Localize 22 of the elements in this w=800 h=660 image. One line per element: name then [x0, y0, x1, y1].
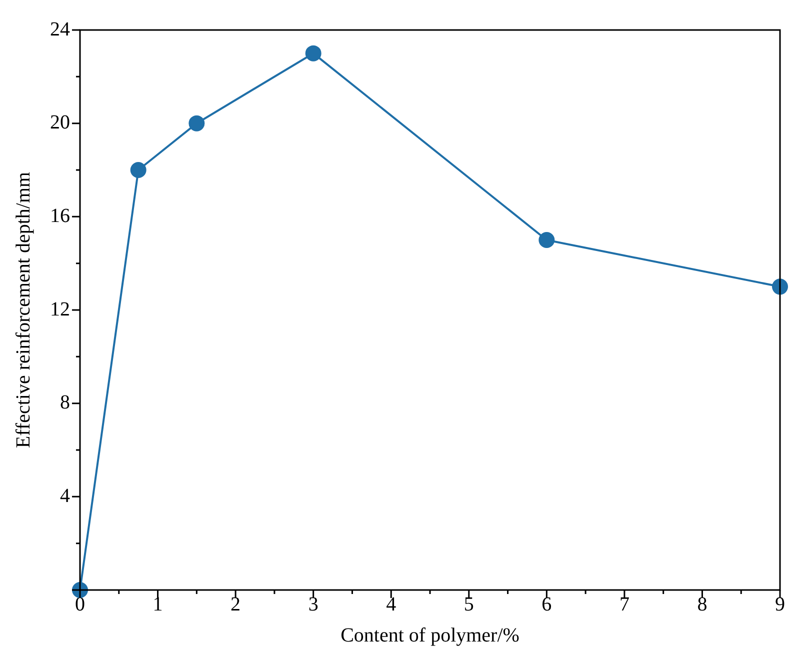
- x-tick-label: 9: [775, 593, 785, 616]
- x-axis-title: Content of polymer/%: [340, 624, 520, 646]
- point: [130, 162, 146, 178]
- x-tick-label: 8: [697, 593, 708, 616]
- y-axis-title: Effective reinforcement depth/mm: [12, 171, 34, 448]
- y-tick-label: 12: [50, 298, 70, 320]
- point: [305, 45, 322, 62]
- x-tick-label: 5: [464, 593, 474, 616]
- x-tick-label: 3: [308, 593, 318, 616]
- y-tick-label: 4: [60, 484, 70, 507]
- x-tick-label: 2: [230, 593, 241, 616]
- y-tick-label: 16: [50, 204, 70, 227]
- x-tick-label: 0: [75, 593, 85, 616]
- point: [188, 115, 205, 132]
- x-tick-label: 4: [386, 593, 396, 616]
- y-tick-label: 20: [50, 112, 70, 134]
- point: [538, 232, 555, 248]
- y-tick-label: 24: [50, 18, 70, 40]
- y-tick-label: 8: [60, 392, 70, 414]
- x-tick-label: 1: [152, 593, 163, 616]
- x-tick-label: 6: [542, 593, 552, 616]
- x-tick-label: 7: [619, 593, 630, 616]
